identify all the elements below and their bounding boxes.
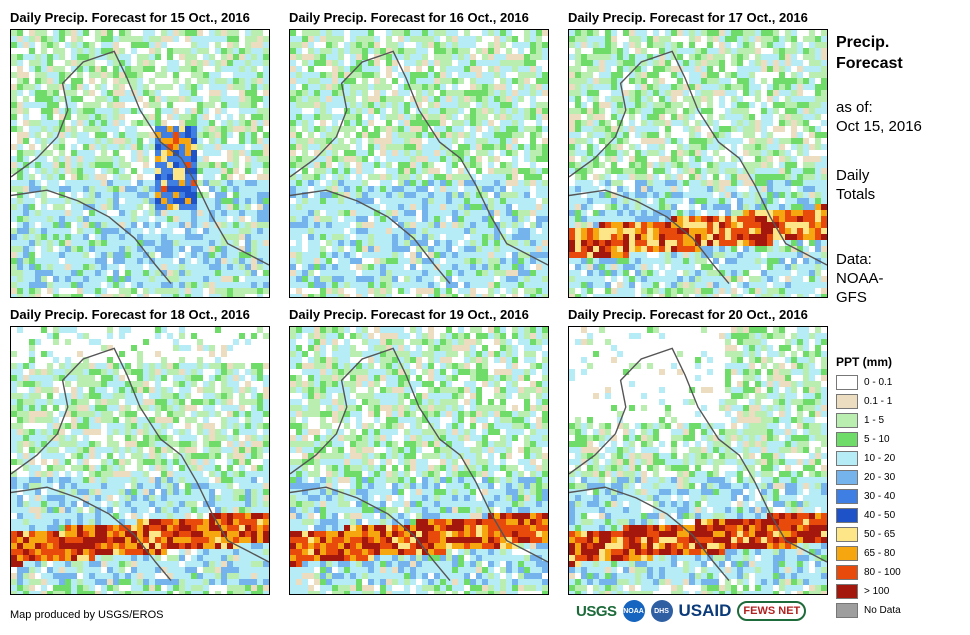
legend-label: 0.1 - 1 [864, 396, 893, 407]
legend-item: 0.1 - 1 [836, 392, 901, 411]
legend-item: > 100 [836, 582, 901, 601]
legend-swatch [836, 451, 858, 466]
legend-item: 40 - 50 [836, 506, 901, 525]
precip-map [568, 29, 828, 298]
panel-title: Daily Precip. Forecast for 15 Oct., 2016 [10, 10, 250, 25]
legend-swatch [836, 413, 858, 428]
asof-label: as of: [836, 99, 873, 116]
legend-label: 30 - 40 [864, 491, 896, 502]
totals-line: Totals [836, 186, 876, 203]
legend-label: No Data [864, 605, 901, 616]
legend-label: 1 - 5 [864, 415, 885, 426]
legend-swatch [836, 375, 858, 390]
legend-item: 80 - 100 [836, 563, 901, 582]
panel-title: Daily Precip. Forecast for 20 Oct., 2016 [568, 307, 808, 322]
credit-text: Map produced by USGS/EROS [10, 609, 164, 621]
legend-item: 65 - 80 [836, 544, 901, 563]
panel-title: Daily Precip. Forecast for 19 Oct., 2016 [289, 307, 529, 322]
legend-label: 80 - 100 [864, 567, 901, 578]
asof-block: as of: Oct 15, 2016 [836, 98, 922, 136]
legend-item: 0 - 0.1 [836, 373, 901, 392]
ppt-legend: PPT (mm) 0 - 0.1 0.1 - 1 1 - 5 5 - 10 10 - 2… [836, 355, 901, 620]
data-source-block: Data: NOAA- GFS [836, 250, 884, 307]
legend-label: > 100 [864, 586, 890, 597]
legend-item: No Data [836, 601, 901, 620]
panel-title: Daily Precip. Forecast for 18 Oct., 2016 [10, 307, 250, 322]
legend-item: 20 - 30 [836, 468, 901, 487]
precip-map [10, 29, 270, 298]
totals-block: Daily Totals [836, 166, 875, 204]
panel-title: Daily Precip. Forecast for 16 Oct., 2016 [289, 10, 529, 25]
precip-map [568, 326, 828, 595]
title-line: Forecast [836, 55, 903, 72]
usaid-logo: USAID [678, 601, 732, 620]
sidebar-title: Precip. Forecast [836, 32, 903, 74]
legend-label: 50 - 65 [864, 529, 896, 540]
legend-swatch [836, 565, 858, 580]
legend-label: 65 - 80 [864, 548, 896, 559]
precip-map [289, 29, 549, 298]
noaa-logo: NOAA [622, 600, 645, 622]
title-line: Precip. [836, 34, 890, 51]
legend-label: 10 - 20 [864, 453, 896, 464]
fews-net-logo: FEWS NET [737, 601, 807, 621]
legend-swatch [836, 508, 858, 523]
asof-date: Oct 15, 2016 [836, 118, 922, 135]
data-line: Data: [836, 251, 872, 268]
legend-title: PPT (mm) [836, 355, 893, 369]
legend-item: 5 - 10 [836, 430, 901, 449]
legend-label: 0 - 0.1 [864, 377, 893, 388]
precip-map [10, 326, 270, 595]
legend-swatch [836, 432, 858, 447]
legend-swatch [836, 546, 858, 561]
precip-map [289, 326, 549, 595]
legend-item: 10 - 20 [836, 449, 901, 468]
usgs-logo: USGS [576, 602, 617, 620]
totals-line: Daily [836, 167, 870, 184]
legend-swatch [836, 527, 858, 542]
legend-swatch [836, 394, 858, 409]
legend-label: 40 - 50 [864, 510, 896, 521]
legend-label: 5 - 10 [864, 434, 890, 445]
data-line: GFS [836, 289, 867, 306]
legend-swatch [836, 584, 858, 599]
legend-item: 30 - 40 [836, 487, 901, 506]
agency-logos: USGS NOAA DHS USAID FEWS NET [576, 600, 807, 622]
legend-item: 1 - 5 [836, 411, 901, 430]
data-line: NOAA- [836, 270, 884, 287]
legend-swatch [836, 470, 858, 485]
legend-item: 50 - 65 [836, 525, 901, 544]
panel-title: Daily Precip. Forecast for 17 Oct., 2016 [568, 10, 808, 25]
dhs-logo: DHS [650, 600, 673, 622]
legend-label: 20 - 30 [864, 472, 896, 483]
legend-swatch [836, 489, 858, 504]
legend-swatch [836, 603, 858, 618]
